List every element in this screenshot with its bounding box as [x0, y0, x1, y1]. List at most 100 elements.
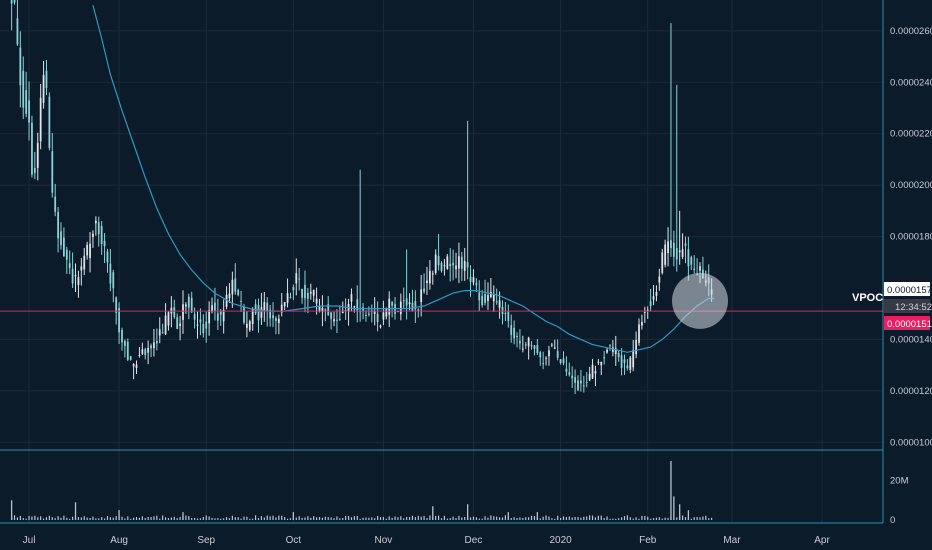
candle-body [51, 151, 54, 193]
candle-body [446, 256, 449, 269]
price-tick-label: 0.00001400 [890, 334, 932, 345]
candle-body [202, 323, 205, 333]
candle-body [440, 262, 443, 271]
candle-body [597, 361, 600, 363]
time-tick-label: Apr [814, 535, 830, 546]
candle-body [635, 340, 638, 355]
candle-body [77, 277, 80, 285]
candle-body [359, 311, 362, 313]
candle-body [68, 263, 71, 269]
countdown-label: 12:34:52 [895, 302, 932, 313]
candle-body [141, 349, 144, 354]
candle-body [516, 335, 518, 337]
candle-body [365, 314, 367, 316]
time-tick-label: Feb [639, 535, 657, 546]
candle-body [103, 240, 106, 247]
candle-body [36, 142, 39, 168]
candle-body [417, 309, 420, 311]
candle-body [501, 306, 504, 315]
candle-body [420, 289, 423, 303]
candle-body [118, 308, 120, 333]
candle-body [527, 337, 530, 347]
candle-body [472, 277, 475, 283]
candle-body [83, 255, 86, 270]
candle-body [585, 381, 588, 383]
candle-body [402, 300, 405, 302]
candle-body [484, 294, 486, 303]
candle-body [492, 294, 495, 302]
candle-body [92, 233, 94, 237]
candle-body [301, 288, 303, 298]
price-tick-label: 0.00002600 [890, 26, 932, 37]
candle-body [638, 324, 640, 343]
candle-body [280, 304, 283, 313]
candle-body [588, 373, 591, 381]
candle-body [533, 345, 536, 349]
candle-body [31, 122, 33, 175]
candle-body [304, 284, 306, 299]
candle-body [519, 340, 521, 344]
time-tick-label: Sep [197, 535, 215, 546]
candle-body [167, 312, 170, 326]
candle-body [80, 266, 83, 271]
candle-body [641, 321, 643, 326]
candle-body [521, 348, 524, 350]
candle-body [577, 380, 579, 391]
candle-body [643, 311, 646, 313]
candle-body [550, 344, 553, 346]
candle-body [123, 341, 126, 346]
price-tick-label: 0.00001000 [890, 437, 932, 448]
price-tick-label: 0.00001200 [890, 386, 932, 397]
candle-body [97, 222, 100, 235]
candle-body [45, 70, 48, 89]
candle-body [71, 268, 74, 284]
candle-body [219, 311, 222, 315]
last-price-tag [884, 282, 930, 296]
candle-body [524, 344, 527, 346]
candle-body [306, 292, 309, 299]
candle-body [350, 294, 353, 302]
candle-body [330, 312, 333, 319]
candle-body [153, 342, 155, 349]
candle-body [353, 306, 356, 308]
candle-body [603, 357, 606, 359]
candle-body [179, 323, 181, 326]
candle-body [426, 280, 428, 284]
price-tick-label: 0.00001800 [890, 232, 932, 243]
candle-body [600, 361, 603, 366]
candle-body [391, 301, 394, 306]
candle-body [263, 302, 266, 312]
candle-body [144, 349, 147, 356]
candle-body [115, 297, 118, 314]
candle-body [211, 305, 213, 312]
candle-body [336, 319, 338, 321]
time-tick-label: 2020 [549, 535, 572, 546]
candle-body [553, 347, 556, 349]
candle-body [504, 312, 507, 314]
candle-body [672, 242, 675, 257]
candle-body [449, 263, 452, 267]
volume-tick-label: 20M [890, 476, 909, 487]
candle-body [434, 254, 437, 273]
candle-body [617, 352, 620, 358]
candle-body [48, 96, 51, 148]
candle-body [129, 356, 132, 360]
candle-body [609, 345, 611, 347]
candle-body [620, 355, 623, 368]
price-tick-label: 0.00002200 [890, 129, 932, 140]
candle-body [356, 299, 359, 311]
candle-body [556, 351, 559, 358]
candle-body [164, 315, 167, 335]
candle-body [216, 313, 219, 321]
candle-body [234, 278, 237, 292]
candle-body [10, 0, 13, 4]
candle-body [28, 100, 30, 123]
price-tick-label: 0.00002400 [890, 77, 932, 88]
candle-body [568, 372, 571, 375]
candle-body [312, 290, 315, 296]
candle-body [699, 266, 701, 271]
